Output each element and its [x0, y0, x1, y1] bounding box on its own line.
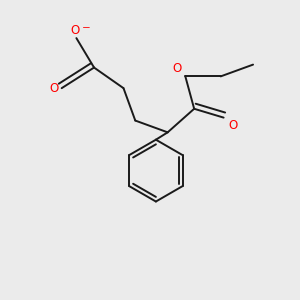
- Text: O: O: [70, 24, 80, 37]
- Text: −: −: [81, 23, 90, 33]
- Text: O: O: [172, 62, 182, 75]
- Text: O: O: [228, 119, 237, 132]
- Text: O: O: [50, 82, 59, 95]
